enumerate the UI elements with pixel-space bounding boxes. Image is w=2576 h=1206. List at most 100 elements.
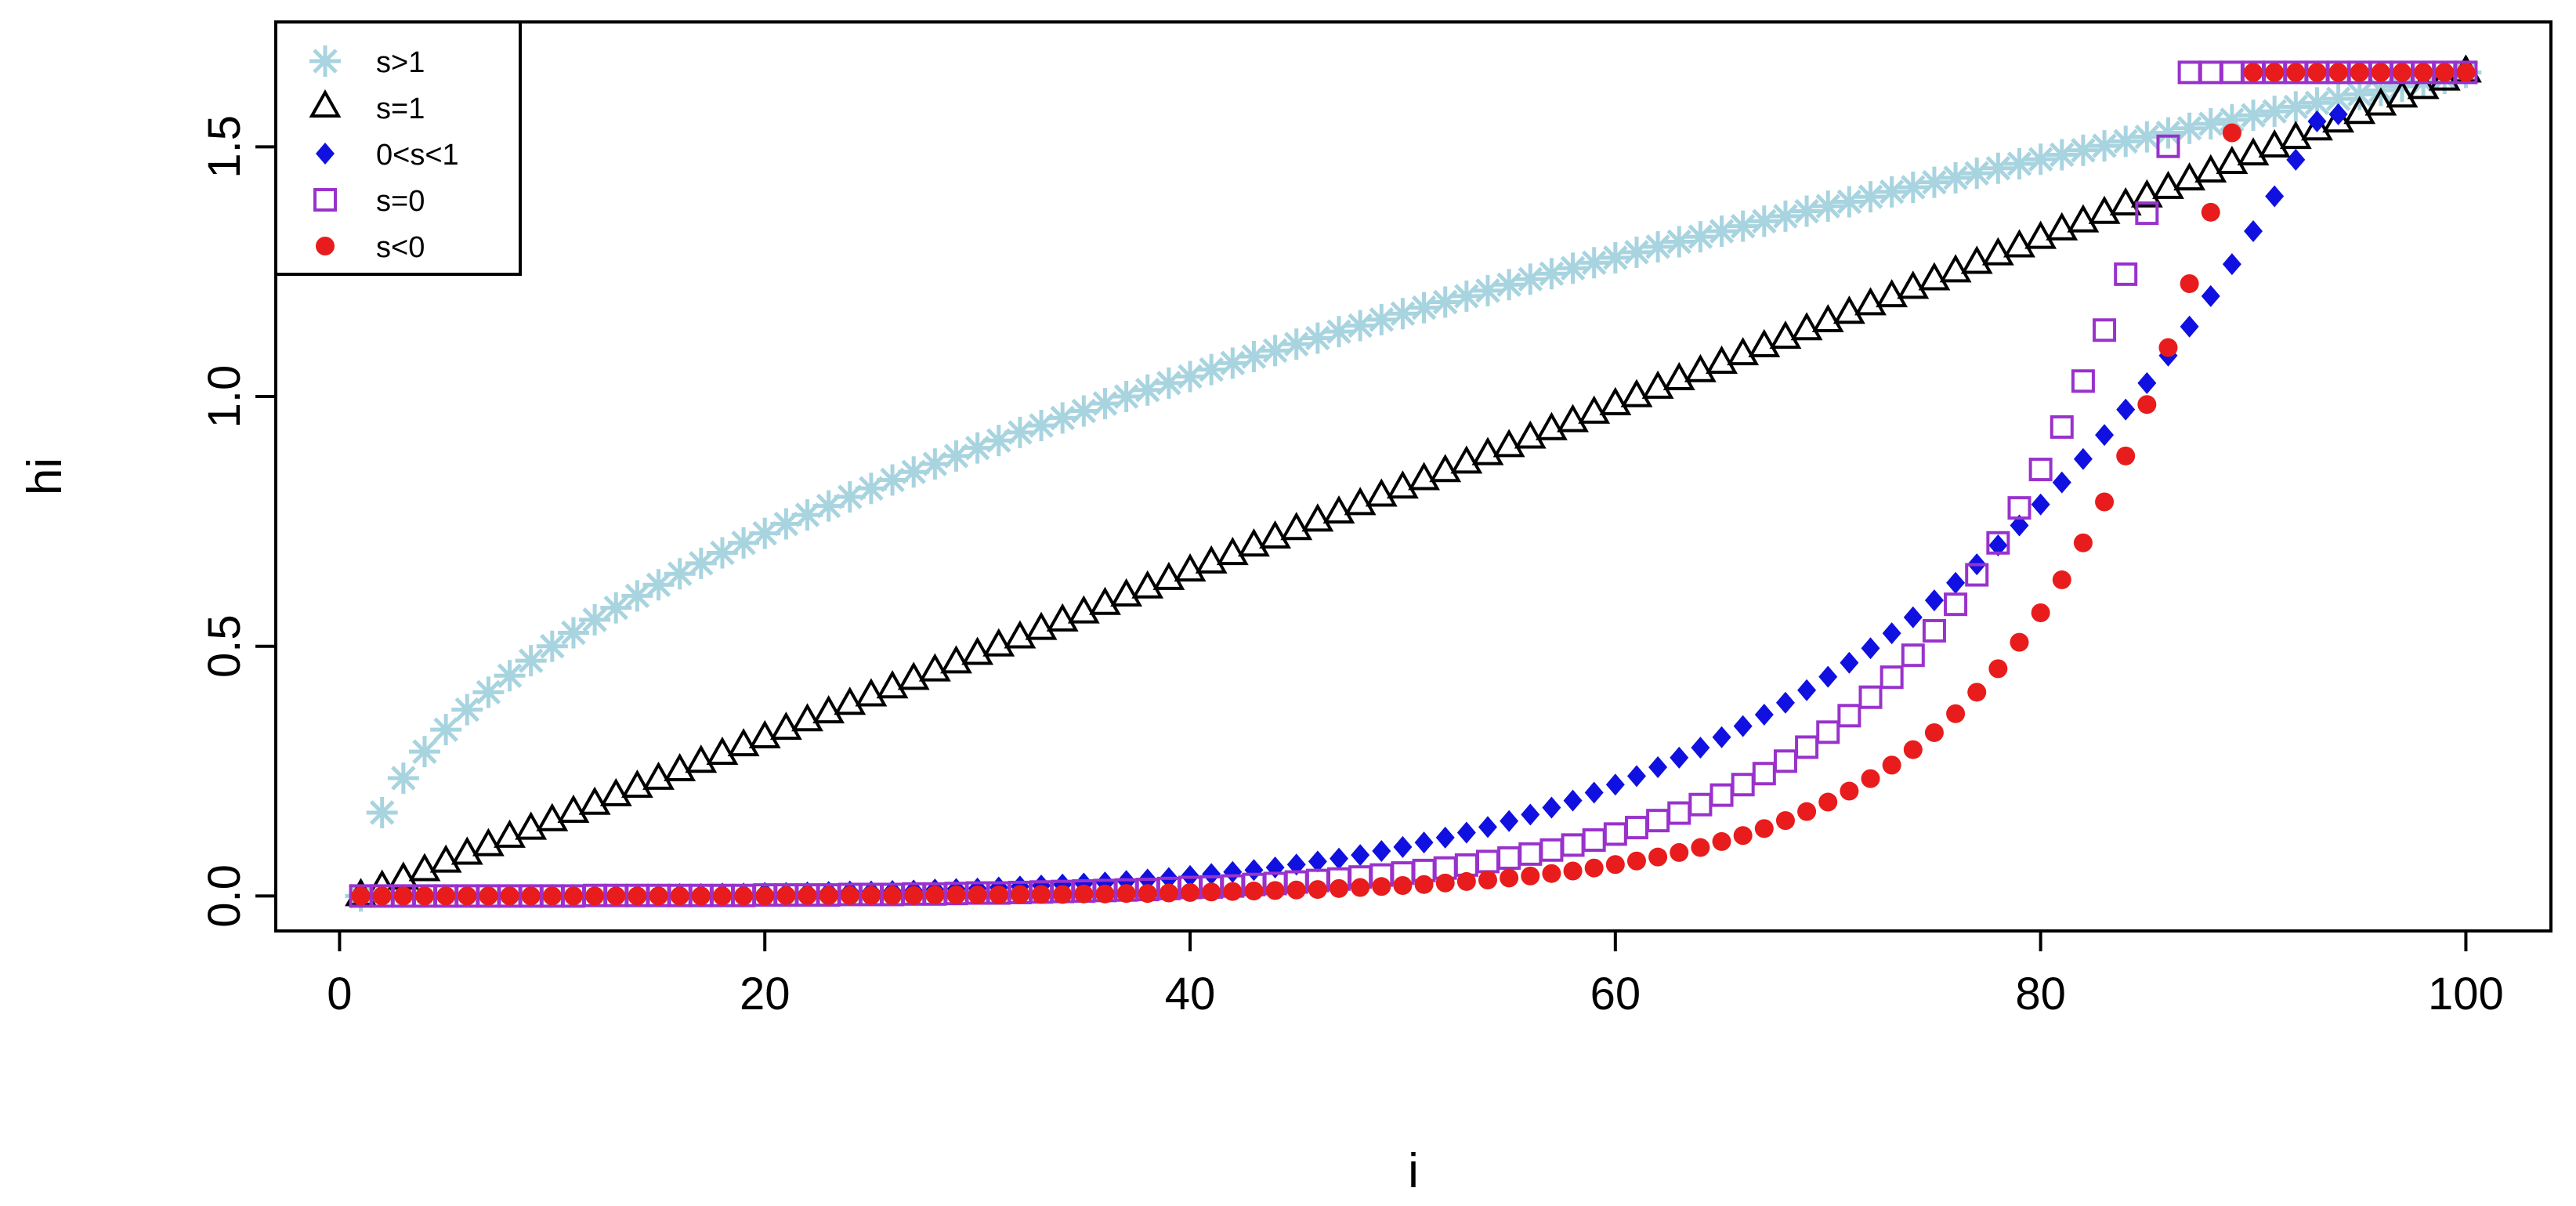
data-point <box>494 819 526 848</box>
data-point <box>1414 875 1434 894</box>
data-point <box>1386 470 1419 499</box>
data-point <box>2301 112 2333 141</box>
data-point <box>472 828 505 857</box>
data-point <box>904 885 924 905</box>
data-point <box>1110 578 1143 607</box>
data-point <box>2028 458 2053 482</box>
data-point <box>2259 96 2291 128</box>
legend-marker <box>313 188 337 212</box>
data-point <box>734 886 754 906</box>
legend-marker <box>316 143 335 165</box>
data-point <box>834 686 867 715</box>
data-point <box>1308 850 1327 873</box>
data-point <box>1982 152 2014 184</box>
data-point <box>1435 826 1455 849</box>
data-point <box>606 886 626 906</box>
data-point <box>1790 312 1823 341</box>
data-point <box>1202 882 1221 902</box>
data-point <box>769 712 802 741</box>
data-point <box>1202 863 1221 885</box>
data-point <box>2109 187 2142 215</box>
data-point <box>1876 279 1908 308</box>
data-point <box>2173 161 2206 191</box>
data-point <box>1876 176 1908 208</box>
data-point <box>1216 537 1249 566</box>
data-point <box>2216 103 2248 136</box>
data-point <box>1301 322 1333 354</box>
data-point <box>2279 121 2312 150</box>
data-point <box>2110 125 2142 158</box>
x-tick-label: 0 <box>327 969 352 1019</box>
data-point <box>1605 773 1625 796</box>
data-point <box>1754 704 1774 726</box>
data-point <box>2073 447 2093 470</box>
data-point <box>1663 226 1695 258</box>
y-tick-label: 0.0 <box>199 864 250 928</box>
y-tick-label: 0.5 <box>199 614 250 678</box>
data-point <box>1712 831 1731 851</box>
data-point <box>1563 789 1583 812</box>
data-point <box>2454 60 2478 85</box>
data-point <box>2265 185 2285 208</box>
data-point <box>372 886 392 906</box>
data-point <box>1344 487 1377 516</box>
data-point <box>536 630 568 662</box>
data-point <box>1854 181 1887 213</box>
data-point <box>2010 514 2029 537</box>
data-point <box>1946 704 1966 723</box>
data-point <box>1791 195 1823 227</box>
data-point <box>1840 651 1859 674</box>
data-point <box>563 886 583 906</box>
data-point <box>1174 553 1207 582</box>
data-point <box>1684 221 1717 253</box>
data-point <box>755 886 775 906</box>
data-point <box>1408 462 1441 491</box>
data-point <box>2328 63 2348 82</box>
data-point <box>521 886 541 906</box>
data-point <box>1584 781 1604 804</box>
data-point <box>2222 253 2241 276</box>
data-point <box>1811 303 1844 333</box>
data-point <box>2067 204 2100 233</box>
x-tick-label: 60 <box>1590 969 1641 1019</box>
data-point <box>1854 287 1887 316</box>
data-point <box>791 703 823 732</box>
data-point <box>1961 158 1993 190</box>
data-point <box>1323 316 1355 348</box>
data-point <box>1500 809 1519 832</box>
data-point <box>1351 844 1370 867</box>
data-point <box>834 481 866 513</box>
data-point <box>1280 328 1312 360</box>
data-point <box>536 802 569 831</box>
legend-marker <box>309 45 341 77</box>
data-point <box>1858 685 1883 709</box>
x-tick-label: 20 <box>740 969 791 1019</box>
data-point <box>2194 154 2227 183</box>
data-point <box>1924 723 1944 742</box>
data-point <box>770 508 802 540</box>
data-point <box>1840 781 1859 801</box>
data-point <box>1196 353 1228 386</box>
data-point <box>2244 63 2263 82</box>
data-point <box>2031 603 2050 622</box>
data-point <box>1536 258 1568 290</box>
data-point <box>2343 96 2376 125</box>
data-point <box>1414 831 1434 854</box>
data-point <box>1733 826 1753 846</box>
data-point <box>1393 835 1413 858</box>
series-4 <box>349 60 2478 908</box>
data-point <box>2050 415 2074 439</box>
data-point <box>1578 395 1611 424</box>
x-axis: 0 20 40 60 80 100 <box>327 929 2504 1019</box>
data-point <box>1500 868 1519 888</box>
data-point <box>1025 611 1058 640</box>
data-point <box>1965 563 1989 587</box>
data-point <box>2073 533 2093 552</box>
data-point <box>883 885 903 905</box>
data-point <box>621 580 653 612</box>
data-point <box>1032 885 1051 904</box>
data-point <box>2386 79 2419 108</box>
data-point <box>1940 161 1972 194</box>
legend-label: s<0 <box>376 231 425 264</box>
data-point <box>366 796 398 828</box>
